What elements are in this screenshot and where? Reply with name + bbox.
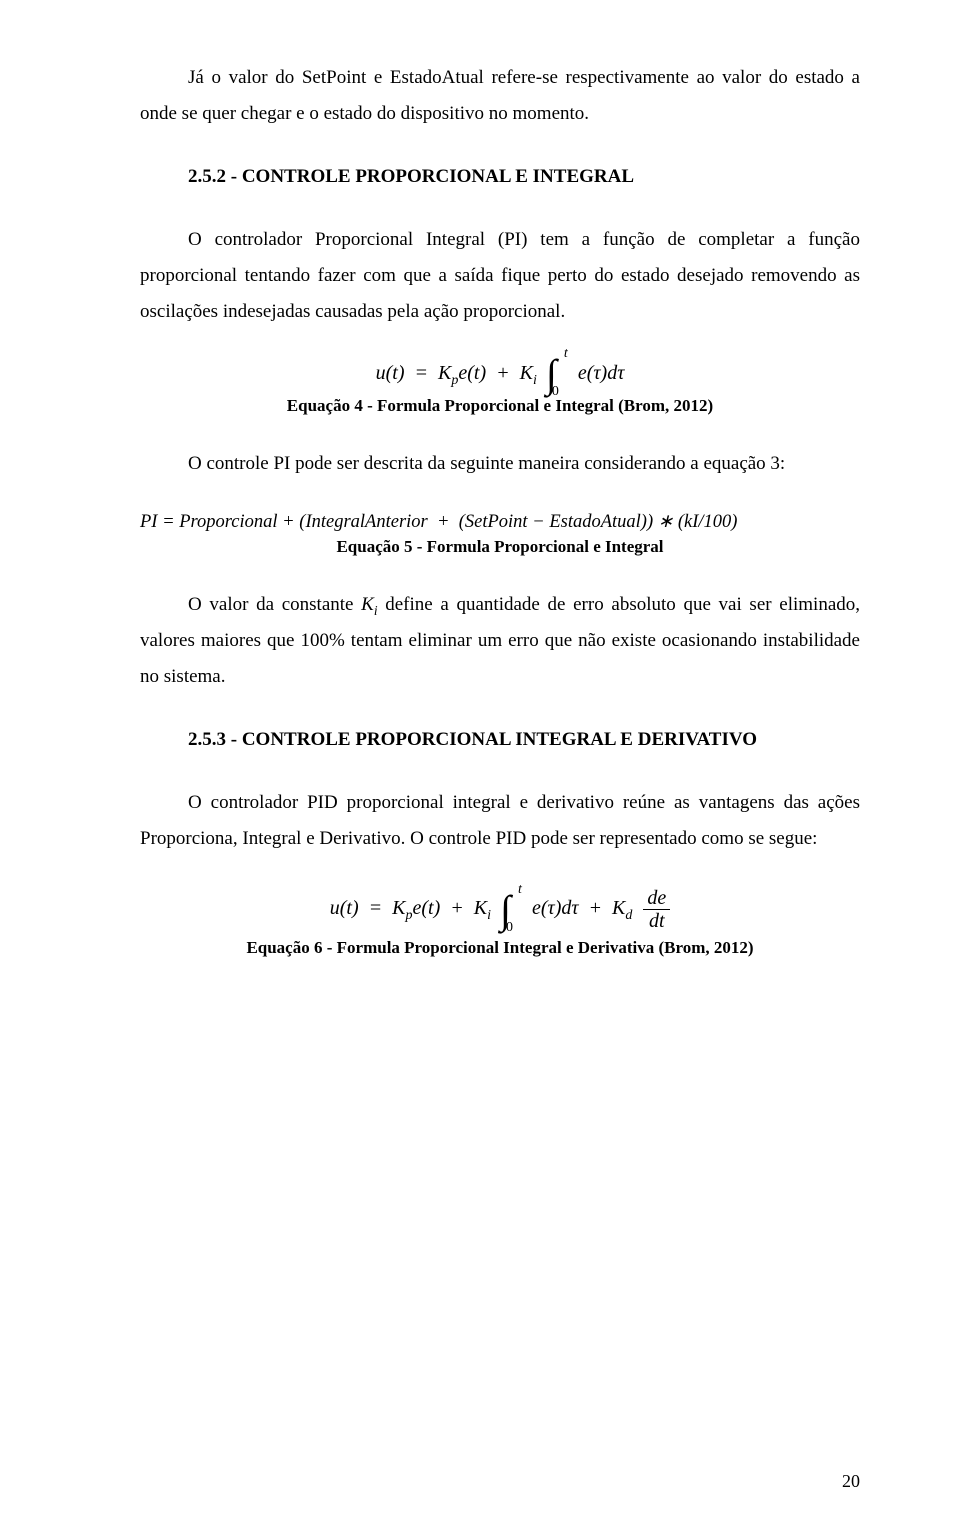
- paragraph-2: O controlador Proporcional Integral (PI)…: [140, 222, 860, 330]
- paragraph-4: O valor da constante Ki define a quantid…: [140, 587, 860, 695]
- paragraph-1: Já o valor do SetPoint e EstadoAtual ref…: [140, 60, 860, 132]
- section-heading-252: 2.5.2 - CONTROLE PROPORCIONAL E INTEGRAL: [188, 166, 860, 188]
- equation-4-caption: Equação 4 - Formula Proporcional e Integ…: [140, 396, 860, 416]
- section-heading-253: 2.5.3 - CONTROLE PROPORCIONAL INTEGRAL E…: [188, 729, 860, 751]
- paragraph-3: O controle PI pode ser descrita da segui…: [140, 446, 860, 482]
- paragraph-5: O controlador PID proporcional integral …: [140, 785, 860, 857]
- equation-6: u(t) = Kpe(t) + Ki ∫ t 0 e(τ)dτ + Kd de …: [140, 887, 860, 932]
- equation-5-caption: Equação 5 - Formula Proporcional e Integ…: [140, 537, 860, 557]
- equation-5: PI = Proporcional + (IntegralAnterior + …: [140, 511, 860, 533]
- equation-4: u(t) = Kpe(t) + Ki ∫ t 0 e(τ)dτ: [140, 358, 860, 390]
- page-container: Já o valor do SetPoint e EstadoAtual ref…: [0, 0, 960, 1532]
- para4-text-a: O valor da constante: [188, 594, 361, 615]
- equation-6-caption: Equação 6 - Formula Proporcional Integra…: [140, 938, 860, 958]
- page-number: 20: [842, 1471, 860, 1492]
